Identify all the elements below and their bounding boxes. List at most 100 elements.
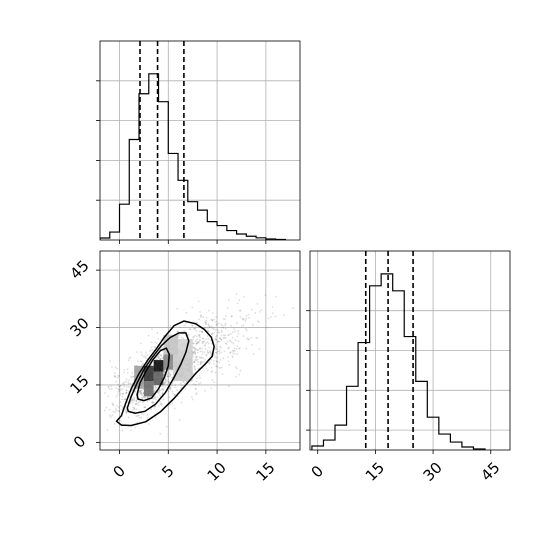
scatter-point xyxy=(176,389,178,391)
scatter-point xyxy=(260,309,263,312)
scatter-point xyxy=(231,355,234,358)
y-tick-label: 0 xyxy=(70,432,89,451)
scatter-point xyxy=(121,398,124,401)
scatter-point xyxy=(124,409,127,411)
scatter-point xyxy=(235,375,238,378)
scatter-point xyxy=(158,389,161,392)
scatter-point xyxy=(224,327,227,330)
scatter-point xyxy=(194,351,196,354)
density-cell xyxy=(153,360,164,372)
scatter-point xyxy=(148,399,151,402)
scatter-point xyxy=(178,419,181,421)
scatter-point xyxy=(207,352,210,354)
scatter-point xyxy=(163,369,166,372)
scatter-point xyxy=(147,396,149,399)
scatter-point xyxy=(151,328,153,331)
scatter-point xyxy=(251,344,253,346)
scatter-point xyxy=(245,329,248,332)
scatter-point xyxy=(211,332,214,335)
scatter-point xyxy=(203,360,205,363)
scatter-point xyxy=(221,324,224,327)
scatter-point xyxy=(145,357,148,360)
scatter-point xyxy=(142,396,145,399)
scatter-point xyxy=(140,412,143,415)
scatter-point xyxy=(207,330,210,333)
scatter-point xyxy=(227,360,230,362)
scatter-point xyxy=(213,353,216,356)
scatter-point xyxy=(235,347,238,350)
scatter-point xyxy=(173,407,176,410)
x-tick-label: 30 xyxy=(420,459,446,485)
scatter-point xyxy=(173,394,176,396)
scatter-point xyxy=(199,330,201,333)
scatter-point xyxy=(182,380,185,383)
scatter-point xyxy=(140,391,143,394)
scatter-point xyxy=(154,385,157,388)
x-tick-label: 45 xyxy=(477,459,503,485)
scatter-point xyxy=(211,319,214,322)
scatter-point xyxy=(194,340,197,343)
scatter-point xyxy=(210,359,213,361)
scatter-point xyxy=(165,384,168,386)
scatter-point xyxy=(224,336,227,339)
scatter-point xyxy=(180,401,183,404)
scatter-point xyxy=(119,392,122,395)
scatter-point xyxy=(210,371,213,374)
scatter-point xyxy=(115,405,118,407)
scatter-point xyxy=(166,373,168,376)
scatter-point xyxy=(185,311,188,314)
scatter-point xyxy=(250,308,253,311)
scatter-point xyxy=(160,388,163,391)
scatter-point xyxy=(195,329,197,332)
density-cell xyxy=(178,339,193,359)
scatter-point xyxy=(250,336,253,339)
scatter-point xyxy=(259,310,261,313)
histogram-x-panel xyxy=(96,40,301,244)
scatter-point xyxy=(254,311,257,314)
scatter-point xyxy=(199,381,202,384)
scatter-point xyxy=(156,358,159,361)
scatter-point xyxy=(218,352,221,355)
scatter-point xyxy=(159,358,162,361)
scatter-point xyxy=(203,340,206,343)
scatter-point xyxy=(207,324,210,327)
scatter-point xyxy=(235,367,238,370)
scatter-point xyxy=(227,334,229,337)
scatter-point xyxy=(121,388,124,391)
scatter-point xyxy=(242,317,245,320)
scatter-point xyxy=(252,353,255,355)
scatter-point xyxy=(234,366,237,368)
scatter-point xyxy=(170,333,172,336)
scatter-point xyxy=(136,402,138,405)
scatter-point xyxy=(131,398,134,401)
histogram-steps xyxy=(100,73,286,240)
scatter-point xyxy=(199,377,201,379)
scatter-point xyxy=(130,376,133,379)
scatter-point xyxy=(140,351,143,354)
scatter-point xyxy=(194,387,197,390)
scatter-point xyxy=(168,372,171,375)
scatter-point xyxy=(239,309,242,312)
scatter-point xyxy=(231,349,234,352)
scatter-point xyxy=(236,302,239,305)
scatter-point xyxy=(225,315,227,317)
scatter-point xyxy=(114,411,116,414)
scatter-point xyxy=(245,328,247,330)
scatter-point xyxy=(143,406,146,409)
scatter-point xyxy=(198,347,201,350)
scatter-point xyxy=(178,334,181,336)
scatter-point xyxy=(156,396,159,398)
scatter-point xyxy=(283,314,285,316)
scatter-point xyxy=(228,333,231,336)
scatter-point xyxy=(201,342,204,345)
scatter-point xyxy=(229,340,232,343)
scatter-point xyxy=(185,387,187,390)
scatter-point xyxy=(220,323,223,326)
scatter-point xyxy=(232,352,235,355)
scatter-point xyxy=(109,360,111,363)
scatter-point xyxy=(123,383,125,386)
scatter-point xyxy=(192,355,195,358)
scatter-point xyxy=(230,324,233,327)
scatter-point xyxy=(256,303,259,305)
scatter-point xyxy=(108,408,111,411)
